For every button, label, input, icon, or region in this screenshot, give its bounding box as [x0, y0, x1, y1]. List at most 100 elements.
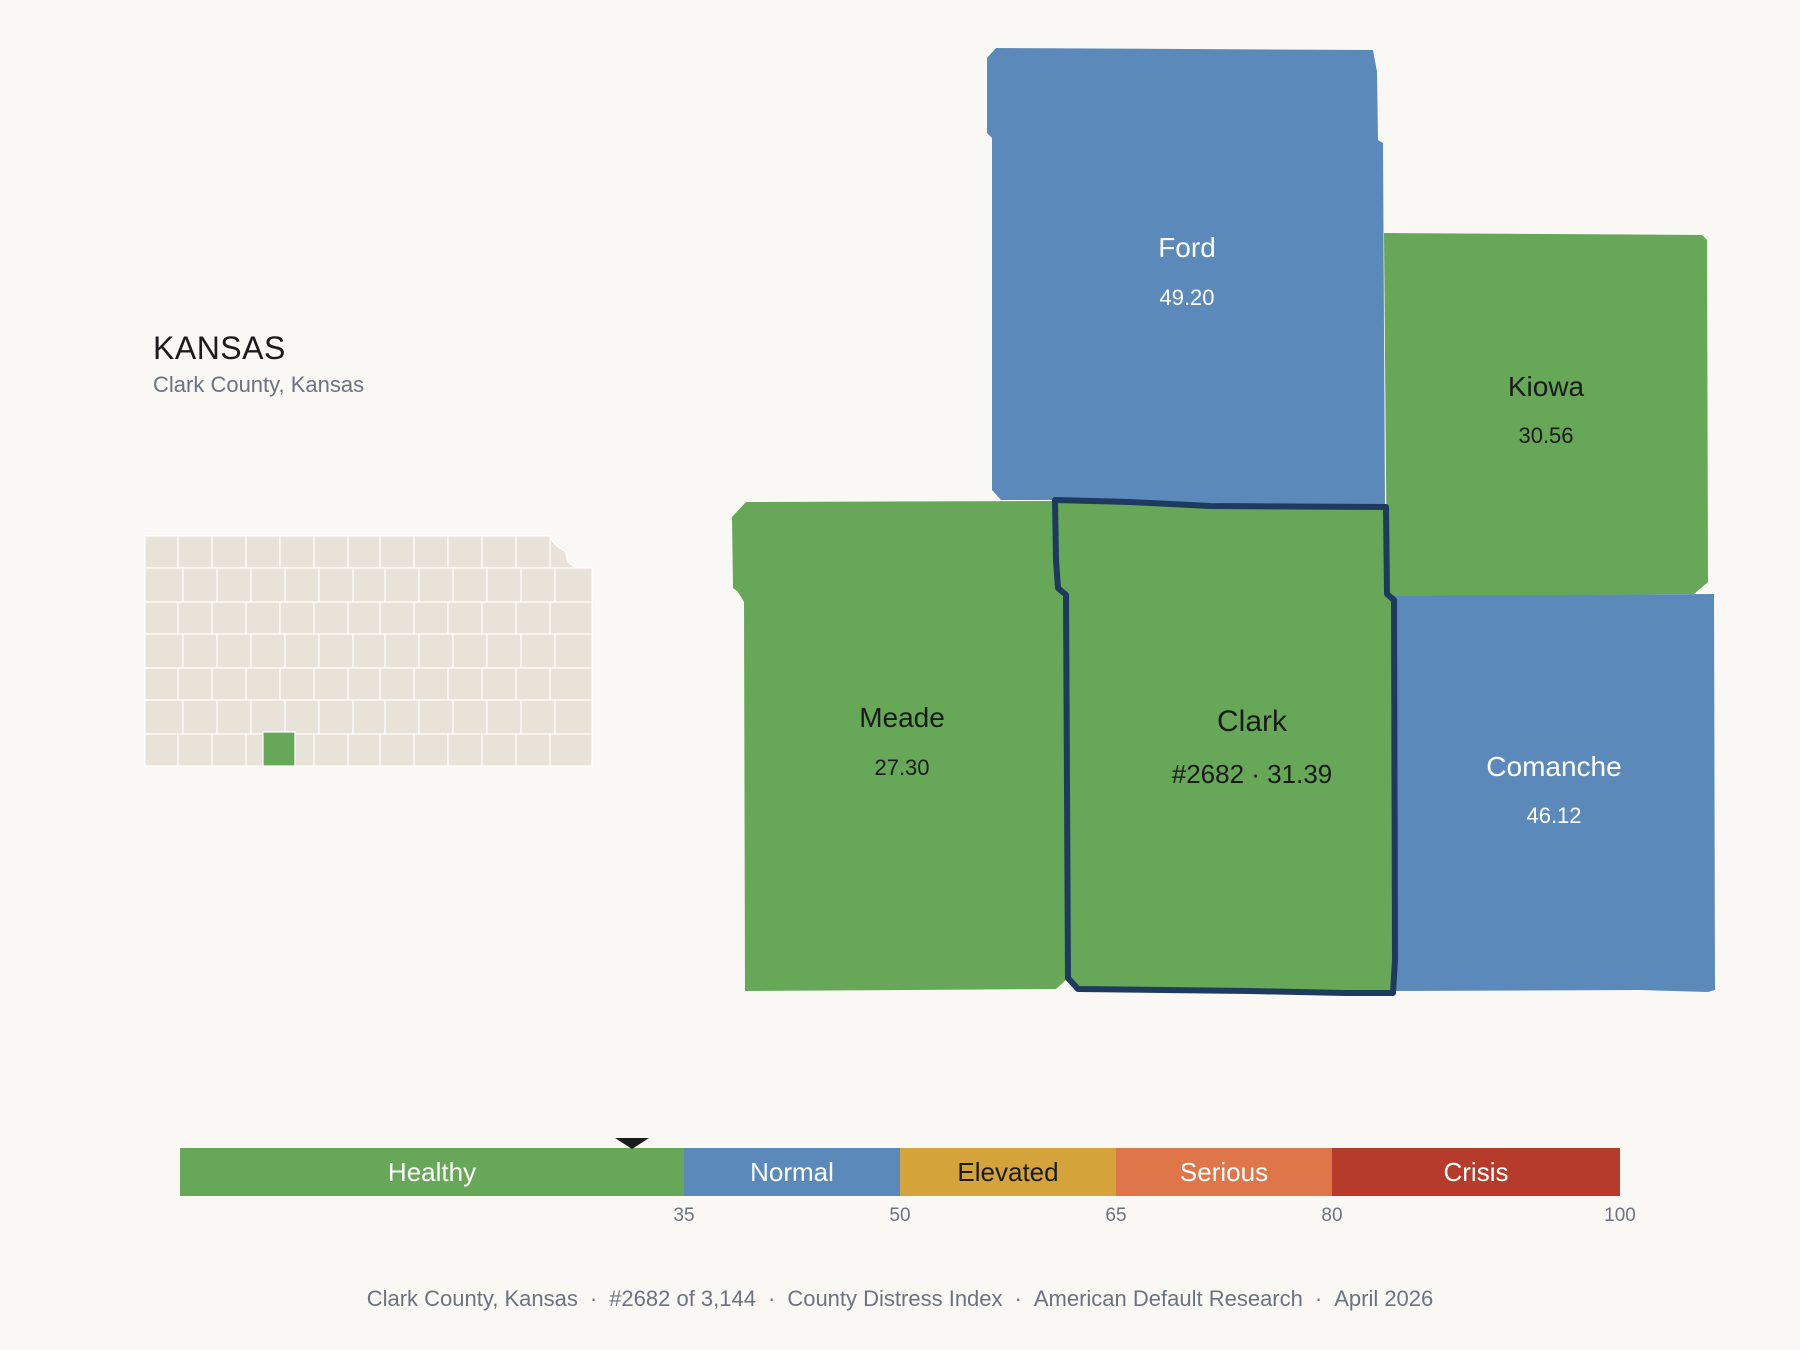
locator-county — [347, 733, 381, 767]
locator-county — [352, 633, 386, 669]
locator-county — [279, 601, 315, 635]
county-value-clark: #2682 · 31.39 — [1172, 759, 1332, 789]
county-label-meade: Meade — [859, 702, 945, 733]
county-label-clark: Clark — [1217, 705, 1288, 738]
locator-county — [486, 567, 522, 603]
locator-county — [554, 633, 593, 669]
locator-selected-county — [262, 731, 296, 767]
locator-county — [481, 601, 517, 635]
scale-tick: 35 — [673, 1205, 694, 1226]
footer-county: Clark County, Kansas — [366, 1286, 578, 1311]
locator-county — [177, 733, 213, 767]
locator-county — [379, 601, 415, 635]
county-meade[interactable] — [732, 501, 1066, 991]
locator-county — [384, 699, 420, 735]
state-title: KANSAS — [153, 330, 286, 366]
locator-county — [379, 733, 415, 767]
locator-county — [313, 733, 349, 767]
scale-segment-crisis — [1332, 1148, 1620, 1196]
locator-county — [250, 567, 286, 603]
locator-county — [347, 667, 381, 701]
locator-county — [284, 699, 320, 735]
locator-county — [418, 633, 454, 669]
county-comanche[interactable] — [1390, 594, 1715, 992]
footer-publisher: American Default Research — [1033, 1286, 1303, 1311]
locator-county — [211, 535, 247, 569]
locator-county — [481, 667, 517, 701]
locator-county — [313, 601, 349, 635]
locator-county — [515, 667, 551, 701]
locator-county — [447, 535, 483, 569]
locator-county — [318, 633, 354, 669]
locator-county — [144, 601, 179, 635]
locator-county — [318, 567, 354, 603]
county-ford[interactable] — [987, 48, 1385, 510]
scale-segment-elevated — [900, 1148, 1116, 1196]
locator-county — [384, 567, 420, 603]
scale-segment-healthy — [180, 1148, 684, 1196]
locator-county — [418, 567, 454, 603]
locator-county — [447, 601, 483, 635]
locator-county — [554, 699, 593, 735]
locator-county — [452, 567, 488, 603]
selected-county-outline — [1052, 497, 1398, 996]
kansas-locator-map — [144, 535, 593, 767]
locator-county — [486, 633, 522, 669]
locator-county — [245, 601, 281, 635]
county-label-kiowa: Kiowa — [1508, 371, 1585, 402]
locator-county — [144, 535, 179, 569]
locator-county — [352, 699, 386, 735]
locator-county — [318, 699, 354, 735]
county-clark[interactable] — [1055, 500, 1395, 993]
scale-label-serious: Serious — [1180, 1157, 1268, 1187]
locator-county — [413, 535, 449, 569]
locator-county — [413, 601, 449, 635]
scale-segment-normal — [684, 1148, 900, 1196]
locator-county — [352, 567, 386, 603]
locator-county — [520, 633, 556, 669]
locator-county — [250, 699, 286, 735]
locator-county — [211, 667, 247, 701]
locator-county — [549, 601, 593, 635]
locator-county — [279, 667, 315, 701]
locator-county — [177, 601, 213, 635]
locator-county — [554, 567, 593, 603]
locator-county — [216, 633, 252, 669]
locator-county — [515, 535, 551, 569]
locator-county — [144, 699, 184, 735]
locator-county — [447, 667, 483, 701]
locator-county — [481, 733, 517, 767]
scale-tick: 80 — [1321, 1205, 1342, 1226]
footer-rank: #2682 of 3,144 — [609, 1286, 756, 1311]
locator-county — [515, 601, 551, 635]
county-map — [732, 48, 1715, 996]
locator-county — [486, 699, 522, 735]
footer-date: April 2026 — [1334, 1286, 1434, 1311]
scale-tick: 65 — [1105, 1205, 1126, 1226]
county-kiowa[interactable] — [1384, 233, 1708, 597]
scale-label-healthy: Healthy — [388, 1157, 476, 1187]
scale-tick: 100 — [1604, 1205, 1636, 1226]
locator-county — [447, 733, 483, 767]
locator-county — [279, 535, 315, 569]
locator-county — [520, 567, 556, 603]
locator-county — [284, 633, 320, 669]
locator-county — [379, 535, 415, 569]
locator-county — [515, 733, 551, 767]
scale-label-crisis: Crisis — [1444, 1157, 1509, 1187]
locator-county — [182, 633, 218, 669]
locator-county — [452, 633, 488, 669]
locator-county — [177, 667, 213, 701]
locator-county — [211, 601, 247, 635]
county-value-comanche: 46.12 — [1526, 803, 1581, 828]
county-label-comanche: Comanche — [1486, 751, 1621, 782]
scale-tick: 50 — [889, 1205, 910, 1226]
locator-county — [245, 667, 281, 701]
locator-county — [379, 667, 415, 701]
locator-county — [313, 667, 349, 701]
locator-county — [347, 601, 381, 635]
locator-county — [211, 733, 247, 767]
footer-index-name: County Distress Index — [787, 1286, 1003, 1311]
locator-county — [245, 535, 281, 569]
